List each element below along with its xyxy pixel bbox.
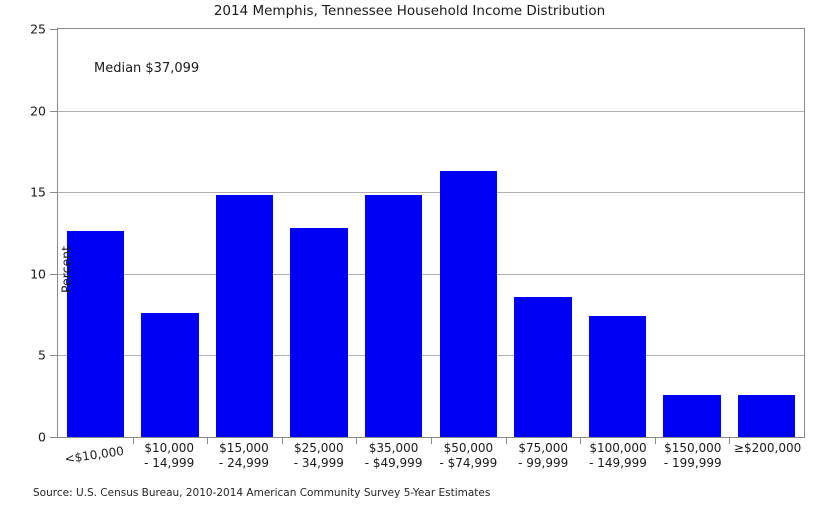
- x-tick-label-line: - $74,999: [439, 456, 498, 470]
- median-annotation: Median $37,099: [94, 61, 200, 76]
- y-tick-label: 0: [38, 429, 46, 445]
- x-tick-label: ≥$200,000: [730, 441, 805, 471]
- y-tick-mark: [50, 437, 57, 438]
- x-tick-mark: [356, 437, 358, 444]
- bar-slot: [207, 29, 282, 437]
- x-tick-label-line: $75,000: [518, 441, 568, 455]
- x-tick-label-line: $50,000: [443, 441, 494, 455]
- bar-slot: [655, 29, 730, 437]
- bar-5: [364, 195, 423, 437]
- x-tick-label-line: - 99,999: [518, 456, 569, 470]
- x-tick-label-line: $15,000: [219, 441, 269, 455]
- bar-1: [66, 231, 124, 437]
- x-tick-label-line: $25,000: [293, 441, 344, 455]
- bar-slot: [133, 29, 208, 437]
- bar-slot: [282, 29, 357, 437]
- bar-4: [290, 228, 348, 437]
- x-tick-label-line: $10,000: [144, 441, 194, 455]
- x-tick-label: $150,000- 199,999: [655, 441, 730, 471]
- gridline: [58, 355, 804, 357]
- y-axis-label: Percent: [58, 245, 74, 294]
- x-tick-mark: [132, 437, 134, 444]
- gridline: [58, 110, 804, 112]
- x-tick-label: $100,000- 149,999: [581, 441, 656, 471]
- x-tick-label: $50,000- $74,999: [431, 441, 506, 471]
- bar-slot: [58, 29, 133, 437]
- bar-slot: [356, 29, 431, 437]
- x-tick-mark: [207, 437, 209, 444]
- x-tick-label-line: - 24,999: [218, 456, 270, 470]
- x-tick-mark: [431, 437, 432, 444]
- y-tick-label: 20: [30, 103, 46, 119]
- chart-title: 2014 Memphis, Tennessee Household Income…: [213, 3, 606, 19]
- x-tick-mark: [281, 437, 283, 444]
- x-tick-label-line: $100,000: [589, 441, 647, 455]
- x-tick-label: $25,000- 34,999: [281, 441, 356, 471]
- y-tick-mark: [50, 29, 57, 30]
- source-note: Source: U.S. Census Bureau, 2010-2014 Am…: [33, 487, 491, 499]
- x-tick-label-line: $35,000: [368, 441, 419, 455]
- x-tick-mark: [729, 437, 731, 444]
- x-tick-mark: [580, 437, 582, 444]
- bar-6: [439, 170, 497, 437]
- plot-area: Median $37,099 Percent 0 5 10 15 20 25: [30, 22, 805, 445]
- y-tick-label: 15: [30, 184, 46, 200]
- gridline: [58, 273, 804, 275]
- x-tick-label-line: - 14,999: [144, 456, 195, 470]
- x-tick-label-line: - $49,999: [364, 456, 423, 470]
- bar-9: [663, 394, 721, 437]
- gridline: [58, 192, 804, 194]
- x-tick-label: $75,000- 99,999: [506, 441, 581, 471]
- y-tick-label: 10: [30, 266, 46, 282]
- x-axis-labels: <$10,000 $10,000- 14,999 $15,000- 24,999 $2…: [57, 441, 805, 471]
- x-tick-label-line: <$10,000: [63, 443, 125, 467]
- bars-group: [58, 29, 804, 437]
- bar-slot: [580, 29, 655, 437]
- bar-slot: [729, 29, 804, 437]
- x-tick-label: $15,000- 24,999: [207, 441, 282, 471]
- bar-3: [215, 195, 274, 437]
- bar-8: [588, 316, 647, 437]
- x-tick-label-line: - 149,999: [589, 456, 647, 470]
- x-tick-label-line: $150,000: [664, 441, 722, 455]
- bar-10: [737, 394, 796, 437]
- y-tick-mark: [50, 355, 57, 357]
- x-tick-label: $10,000- 14,999: [132, 441, 207, 471]
- x-tick-label: <$10,000: [55, 436, 133, 476]
- bar-7: [514, 296, 572, 437]
- x-tick-label-line: - 199,999: [663, 456, 722, 470]
- x-tick-label-line: ≥$200,000: [733, 441, 802, 455]
- bar-2: [141, 312, 199, 437]
- x-tick-label-line: - 34,999: [293, 456, 344, 470]
- bar-slot: [506, 29, 581, 437]
- x-tick-label: $35,000- $49,999: [356, 441, 431, 471]
- y-tick-mark: [50, 192, 57, 194]
- y-tick-label: 5: [38, 347, 46, 363]
- y-tick-mark: [50, 110, 57, 112]
- y-tick-label: 25: [30, 21, 46, 37]
- bar-slot: [431, 29, 506, 437]
- x-tick-mark: [654, 437, 656, 444]
- x-tick-mark: [505, 437, 507, 444]
- y-tick-mark: [50, 273, 57, 275]
